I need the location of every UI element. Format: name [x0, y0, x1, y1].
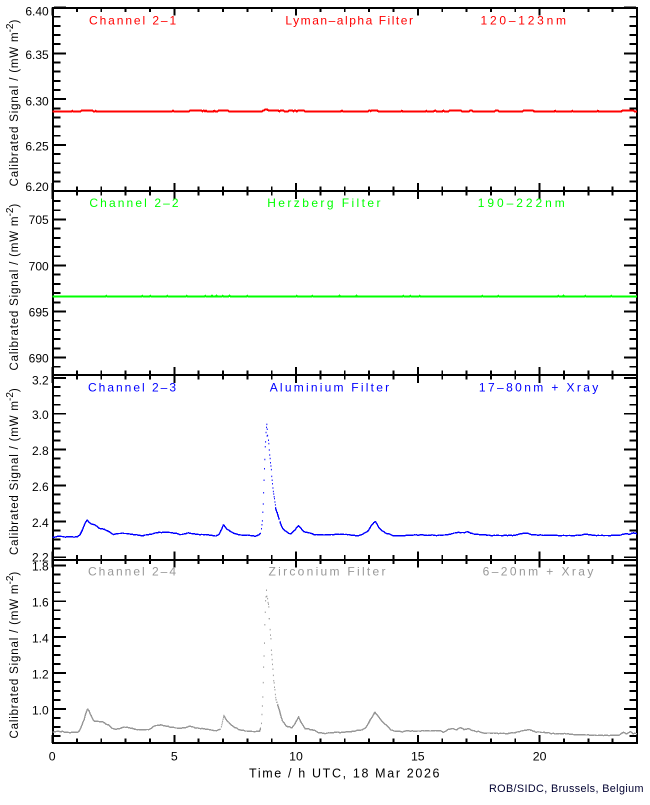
svg-text:2.6: 2.6: [32, 480, 49, 494]
svg-text:1.6: 1.6: [32, 596, 49, 610]
svg-text:-2): -2): [5, 388, 21, 401]
svg-text:Zirconium Filter: Zirconium Filter: [269, 565, 386, 579]
svg-text:Calibrated Signal / (mW m: Calibrated Signal / (mW m: [9, 401, 21, 555]
svg-text:Lyman–alpha Filter: Lyman–alpha Filter: [285, 14, 413, 28]
svg-text:Aluminium Filter: Aluminium Filter: [270, 380, 389, 394]
svg-text:2.8: 2.8: [32, 444, 49, 458]
svg-text:6.30: 6.30: [25, 94, 49, 108]
svg-text:705: 705: [29, 213, 49, 227]
svg-text:695: 695: [29, 305, 49, 319]
svg-text:Calibrated Signal / (mW m: Calibrated Signal / (mW m: [9, 32, 21, 186]
svg-text:-2): -2): [5, 572, 21, 585]
svg-text:5: 5: [171, 750, 178, 764]
svg-text:1.4: 1.4: [32, 632, 49, 646]
svg-text:Herzberg Filter: Herzberg Filter: [267, 196, 380, 210]
svg-text:6.25: 6.25: [25, 140, 49, 154]
svg-text:6.35: 6.35: [25, 48, 49, 62]
svg-text:3.0: 3.0: [32, 408, 49, 422]
svg-text:Time / h UTC, 18 Mar 2026: Time / h UTC, 18 Mar 2026: [249, 766, 440, 780]
svg-text:1.0: 1.0: [32, 703, 49, 717]
svg-text:20: 20: [533, 750, 547, 764]
svg-text:6.40: 6.40: [25, 5, 49, 19]
svg-text:-2): -2): [5, 204, 21, 217]
svg-text:6.20: 6.20: [25, 180, 49, 194]
svg-text:2.2: 2.2: [32, 550, 49, 564]
svg-text:3.2: 3.2: [32, 374, 49, 388]
svg-text:15: 15: [411, 750, 425, 764]
svg-text:2.4: 2.4: [32, 516, 49, 530]
svg-text:10: 10: [289, 750, 303, 764]
svg-text:690: 690: [29, 351, 49, 365]
svg-text:ROB/SIDC, Brussels, Belgium: ROB/SIDC, Brussels, Belgium: [489, 783, 644, 795]
svg-text:6–20nm + Xray: 6–20nm + Xray: [483, 565, 594, 579]
svg-text:Calibrated Signal / (mW m: Calibrated Signal / (mW m: [9, 217, 21, 371]
svg-text:1.2: 1.2: [32, 668, 49, 682]
svg-text:0: 0: [49, 750, 56, 764]
svg-text:120–123nm: 120–123nm: [481, 14, 567, 28]
svg-text:Calibrated Signal / (mW m: Calibrated Signal / (mW m: [9, 585, 21, 739]
svg-text:190–222nm: 190–222nm: [478, 196, 565, 210]
svg-text:700: 700: [29, 259, 49, 273]
svg-text:1.8: 1.8: [32, 560, 49, 574]
svg-text:-2): -2): [5, 19, 21, 32]
svg-text:17–80nm + Xray: 17–80nm + Xray: [479, 380, 598, 394]
